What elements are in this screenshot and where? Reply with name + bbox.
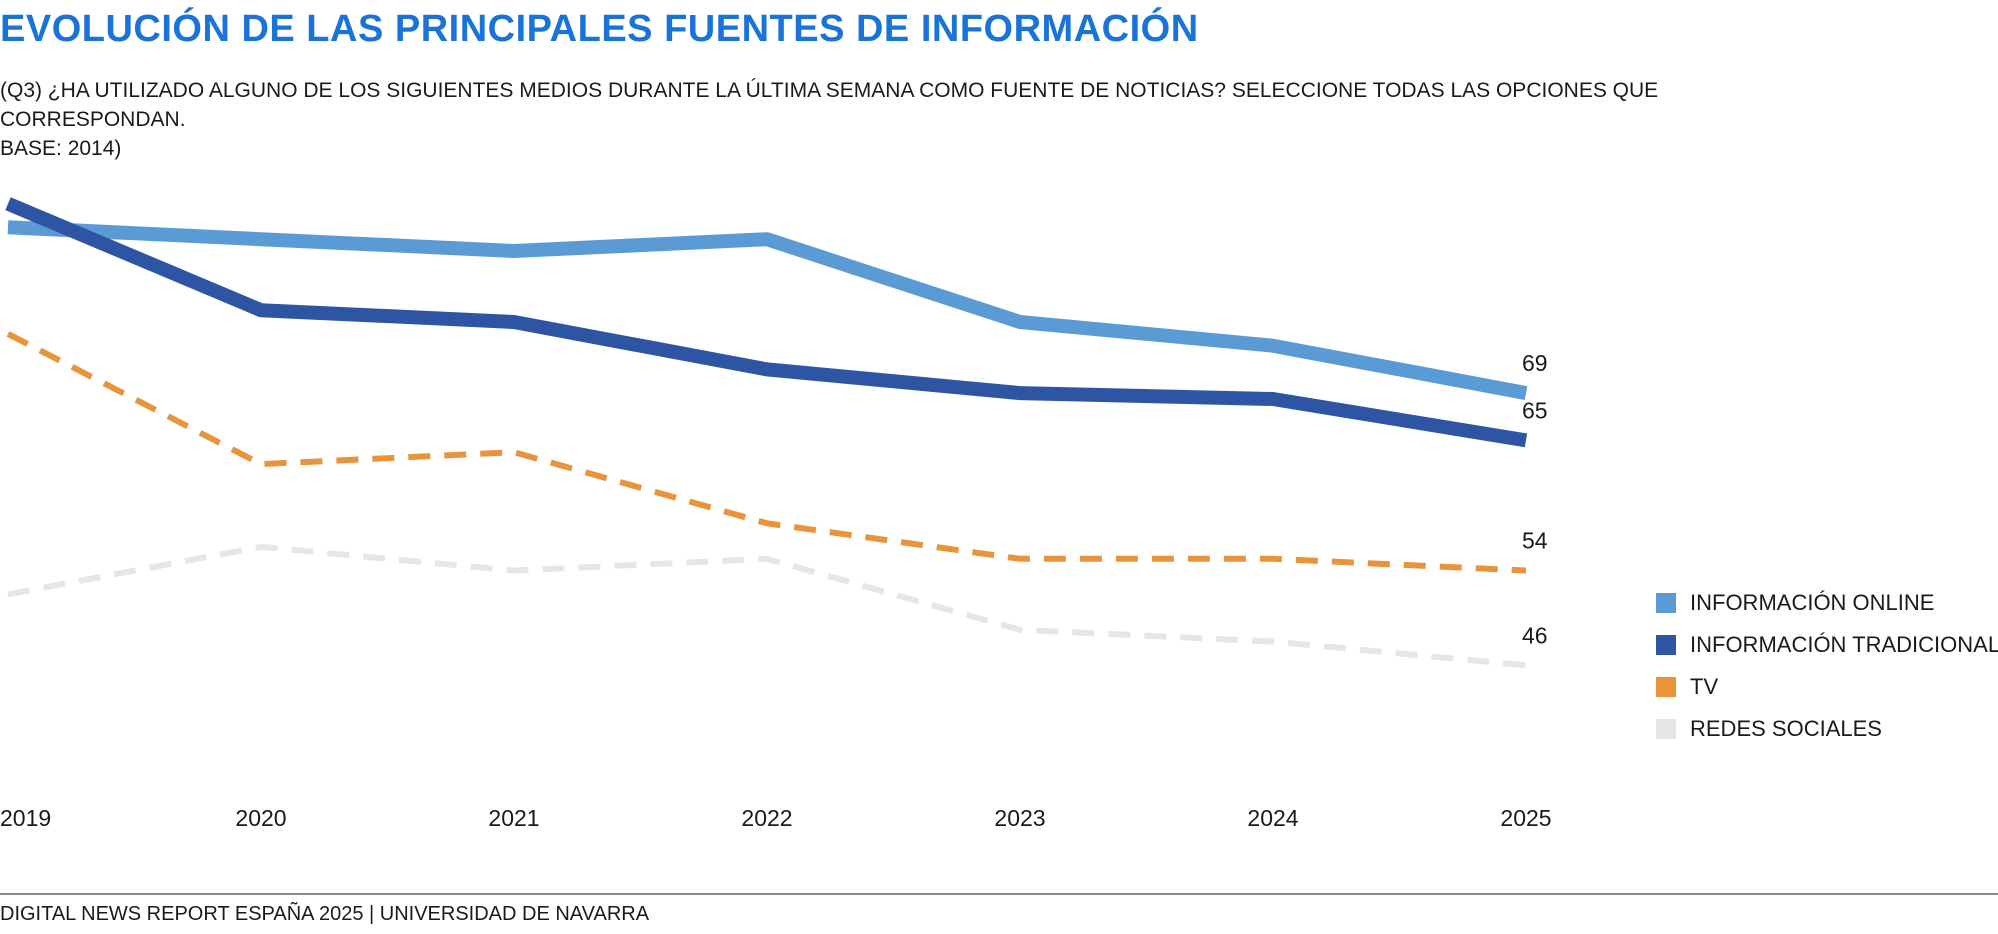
chart-title: EVOLUCIÓN DE LAS PRINCIPALES FUENTES DE … bbox=[0, 8, 1199, 50]
chart-legend: INFORMACIÓN ONLINE INFORMACIÓN TRADICION… bbox=[1656, 582, 1998, 750]
x-tick-label-2025: 2025 bbox=[1500, 805, 1551, 831]
subtitle-line-3: BASE: 2014) bbox=[0, 137, 122, 160]
legend-label-tradicional: INFORMACIÓN TRADICIONAL bbox=[1690, 632, 1998, 657]
end-label-2: 54 bbox=[1522, 528, 1548, 554]
end-label-0: 69 bbox=[1522, 350, 1548, 376]
legend-label-tv: TV bbox=[1690, 674, 1719, 699]
x-axis: 2019 2020 2021 2022 2023 2024 2025 bbox=[0, 805, 1552, 831]
footer-divider bbox=[0, 893, 1998, 895]
subtitle-line-1: (Q3) ¿HA UTILIZADO ALGUNO DE LOS SIGUIEN… bbox=[0, 79, 1659, 102]
legend-swatch-tradicional bbox=[1656, 635, 1676, 655]
legend-label-redes: REDES SOCIALES bbox=[1690, 716, 1882, 741]
x-tick-label-2020: 2020 bbox=[235, 805, 286, 831]
x-tick-label-2023: 2023 bbox=[994, 805, 1045, 831]
series-line-3 bbox=[7, 543, 1527, 669]
legend-item-tradicional: INFORMACIÓN TRADICIONAL bbox=[1656, 624, 1998, 666]
legend-label-online: INFORMACIÓN ONLINE bbox=[1690, 590, 1935, 615]
x-tick-label-2022: 2022 bbox=[741, 805, 792, 831]
footer-source: DIGITAL NEWS REPORT ESPAÑA 2025 | UNIVER… bbox=[0, 903, 650, 925]
chart-subtitle: (Q3) ¿HA UTILIZADO ALGUNO DE LOS SIGUIEN… bbox=[0, 76, 1659, 163]
legend-swatch-online bbox=[1656, 593, 1676, 613]
x-tick-label-2024: 2024 bbox=[1247, 805, 1298, 831]
legend-swatch-redes bbox=[1656, 719, 1676, 739]
end-label-1: 65 bbox=[1522, 397, 1548, 423]
x-tick-label-2021: 2021 bbox=[488, 805, 539, 831]
legend-item-tv: TV bbox=[1656, 666, 1998, 708]
legend-item-online: INFORMACIÓN ONLINE bbox=[1656, 582, 1998, 624]
end-label-3: 46 bbox=[1522, 622, 1548, 648]
subtitle-line-2: CORRESPONDAN. bbox=[0, 108, 186, 131]
legend-swatch-tv bbox=[1656, 677, 1676, 697]
x-tick-label-2019: 2019 bbox=[0, 805, 51, 831]
end-label-layer: 69 65 54 46 bbox=[1522, 350, 1548, 648]
series-layer bbox=[5, 197, 1528, 669]
legend-item-redes: REDES SOCIALES bbox=[1656, 708, 1998, 750]
